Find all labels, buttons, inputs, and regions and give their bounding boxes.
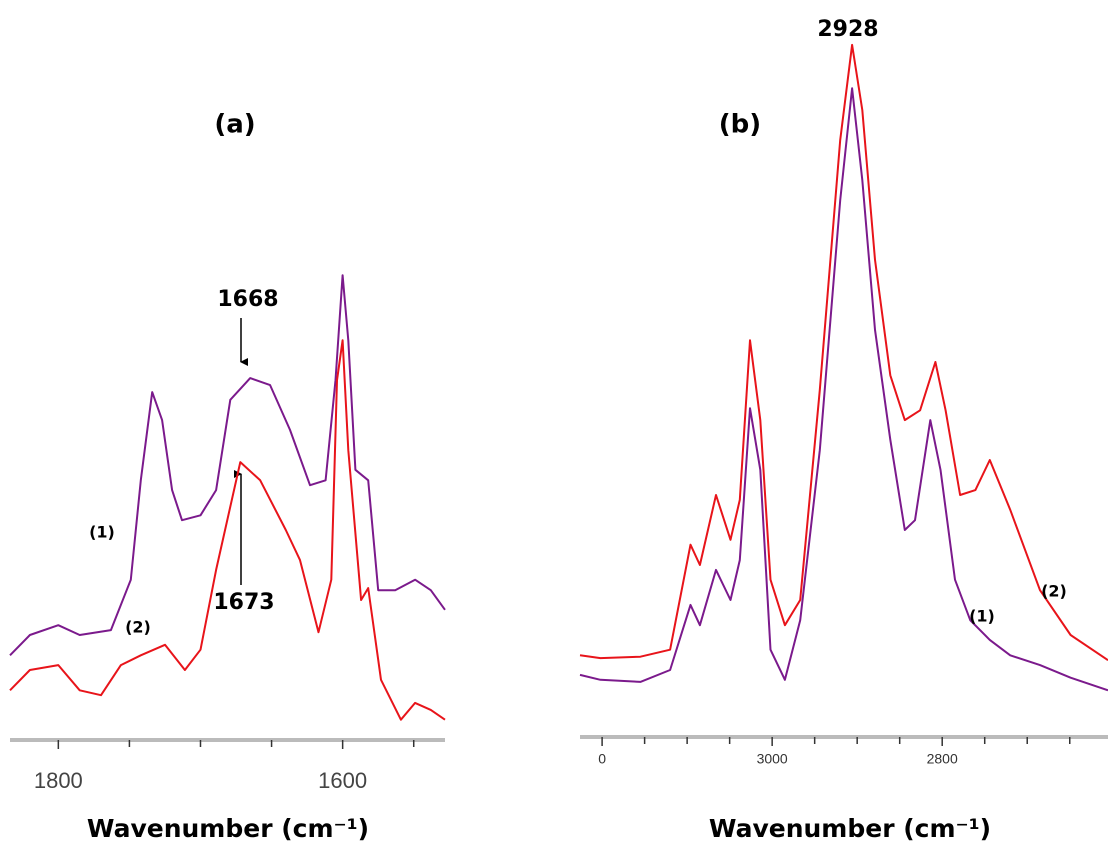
x-tick-label: 0 bbox=[598, 751, 606, 767]
spectrum-line bbox=[579, 87, 1108, 692]
x-tick-label: 1600 bbox=[318, 768, 367, 793]
series-label: (1) bbox=[89, 523, 115, 542]
spectrum-line bbox=[579, 43, 1108, 662]
x-axis-label: Wavenumber (cm⁻¹) bbox=[87, 814, 369, 843]
series-label: (1) bbox=[969, 607, 995, 626]
spectrum-line bbox=[9, 274, 446, 657]
series-label: (2) bbox=[125, 618, 151, 637]
chart-title: (a) bbox=[214, 110, 255, 140]
spectrum-line bbox=[9, 339, 446, 721]
x-tick-label: 3000 bbox=[757, 751, 788, 767]
chart-title: (b) bbox=[719, 110, 761, 140]
x-tick-label: 2800 bbox=[927, 751, 958, 767]
x-axis-label: Wavenumber (cm⁻¹) bbox=[709, 814, 991, 843]
x-tick-label: 1800 bbox=[34, 768, 83, 793]
annotation: 1673 bbox=[213, 590, 274, 615]
annotation: 2928 bbox=[817, 17, 878, 42]
series-label: (2) bbox=[1041, 582, 1067, 601]
annotation: 1668 bbox=[217, 287, 278, 312]
